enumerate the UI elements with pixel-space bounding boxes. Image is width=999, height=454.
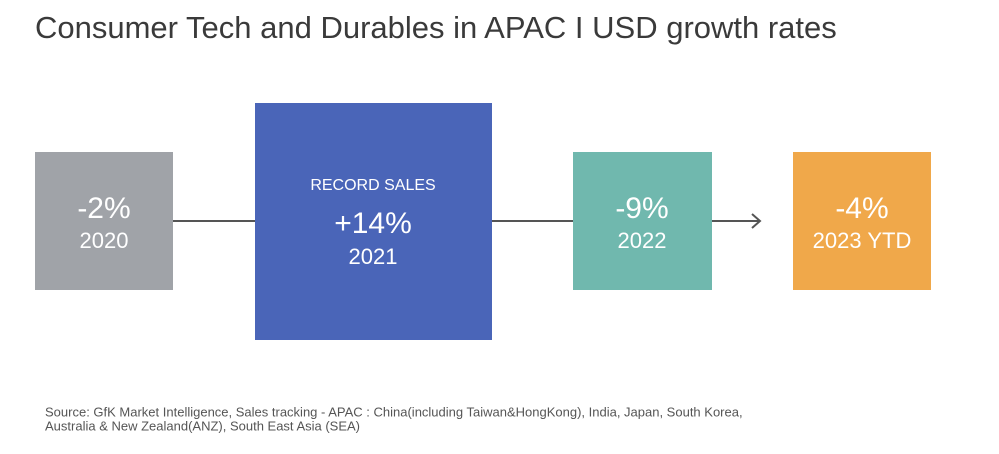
growth-value: -9% xyxy=(615,192,668,225)
record-tag: RECORD SALES xyxy=(310,177,435,194)
growth-value: +14% xyxy=(334,207,412,240)
source-line: Source: GfK Market Intelligence, Sales t… xyxy=(45,404,743,419)
year-label: 2023 YTD xyxy=(813,228,912,253)
box-2023 xyxy=(793,152,931,290)
growth-value: -4% xyxy=(835,192,888,225)
arrow-head xyxy=(751,213,762,229)
title: Consumer Tech and Durables in APAC I USD… xyxy=(35,10,837,45)
box-2021 xyxy=(255,103,492,340)
source-line: Australia & New Zealand(ANZ), South East… xyxy=(45,418,360,433)
year-label: 2022 xyxy=(618,228,667,253)
growth-value: -2% xyxy=(77,192,130,225)
year-label: 2021 xyxy=(349,244,398,269)
box-2020 xyxy=(35,152,173,290)
year-label: 2020 xyxy=(80,228,129,253)
box-2022 xyxy=(573,152,712,290)
